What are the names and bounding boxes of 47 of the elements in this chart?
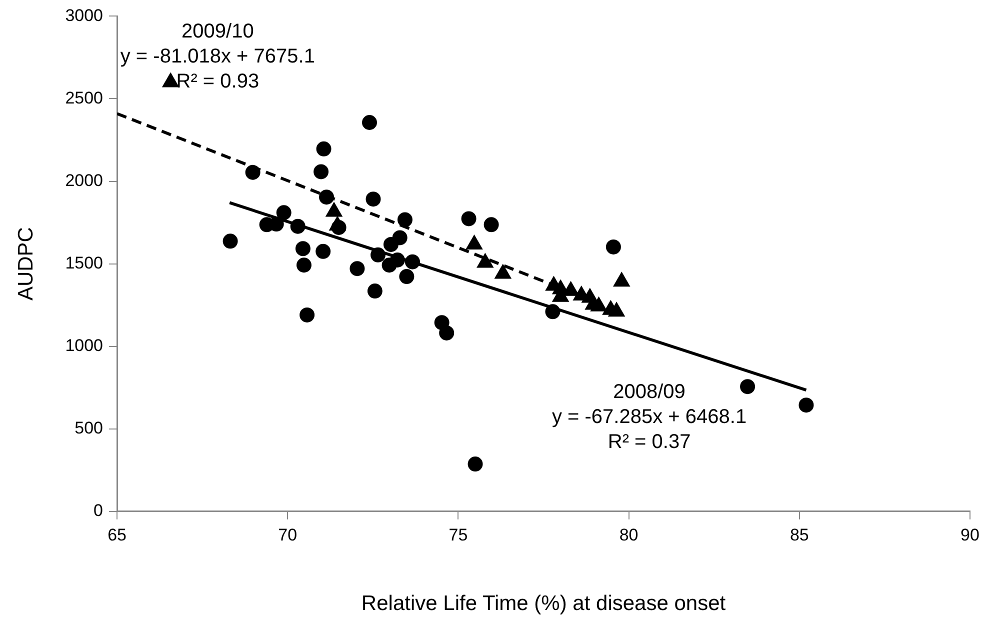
y-tick-label: 3000 xyxy=(65,6,104,25)
point xyxy=(316,244,331,259)
point xyxy=(468,456,483,472)
point xyxy=(362,115,377,130)
point xyxy=(399,269,414,284)
point xyxy=(295,241,310,256)
point xyxy=(319,190,334,205)
point xyxy=(366,192,381,207)
point xyxy=(606,239,621,254)
x-axis-title: Relative Life Time (%) at disease onset xyxy=(361,592,726,616)
annotation: 2009/10 y = -81.018x + 7675.1 R² = 0.93 xyxy=(120,20,315,92)
y-axis-title: AUDPC xyxy=(14,227,38,301)
point xyxy=(383,236,398,252)
point xyxy=(545,304,560,320)
x-tick-label: 70 xyxy=(278,525,298,544)
x-tick-label: 85 xyxy=(790,525,809,544)
point xyxy=(276,205,292,220)
x-tick-label: 75 xyxy=(448,525,468,544)
y-tick-label: 2000 xyxy=(65,170,104,190)
point xyxy=(397,212,412,228)
y-tick-label: 1500 xyxy=(65,253,104,272)
x-tick-label: 90 xyxy=(960,525,980,544)
point xyxy=(331,220,346,235)
point xyxy=(296,258,312,273)
y-tick-label: 2500 xyxy=(65,88,104,108)
point xyxy=(404,254,420,270)
y-tick-label: 1000 xyxy=(65,336,104,356)
x-tick-label: 80 xyxy=(619,525,638,544)
annotation: 2008/09 y = -67.285x + 6468.1 R² = 0.37 xyxy=(552,380,747,453)
point xyxy=(290,218,306,234)
y-tick-label: 500 xyxy=(74,418,104,438)
point xyxy=(316,141,332,156)
point xyxy=(740,379,756,394)
point xyxy=(798,398,814,413)
point xyxy=(461,211,476,226)
point xyxy=(314,164,329,180)
point xyxy=(390,252,405,268)
point xyxy=(222,234,238,249)
point xyxy=(300,307,315,322)
y-tick-label: 0 xyxy=(94,501,104,520)
point xyxy=(370,247,386,262)
point xyxy=(439,325,454,340)
point xyxy=(245,164,260,180)
point xyxy=(484,217,499,232)
point xyxy=(350,261,365,276)
point xyxy=(367,284,382,299)
x-tick-label: 65 xyxy=(108,525,126,544)
